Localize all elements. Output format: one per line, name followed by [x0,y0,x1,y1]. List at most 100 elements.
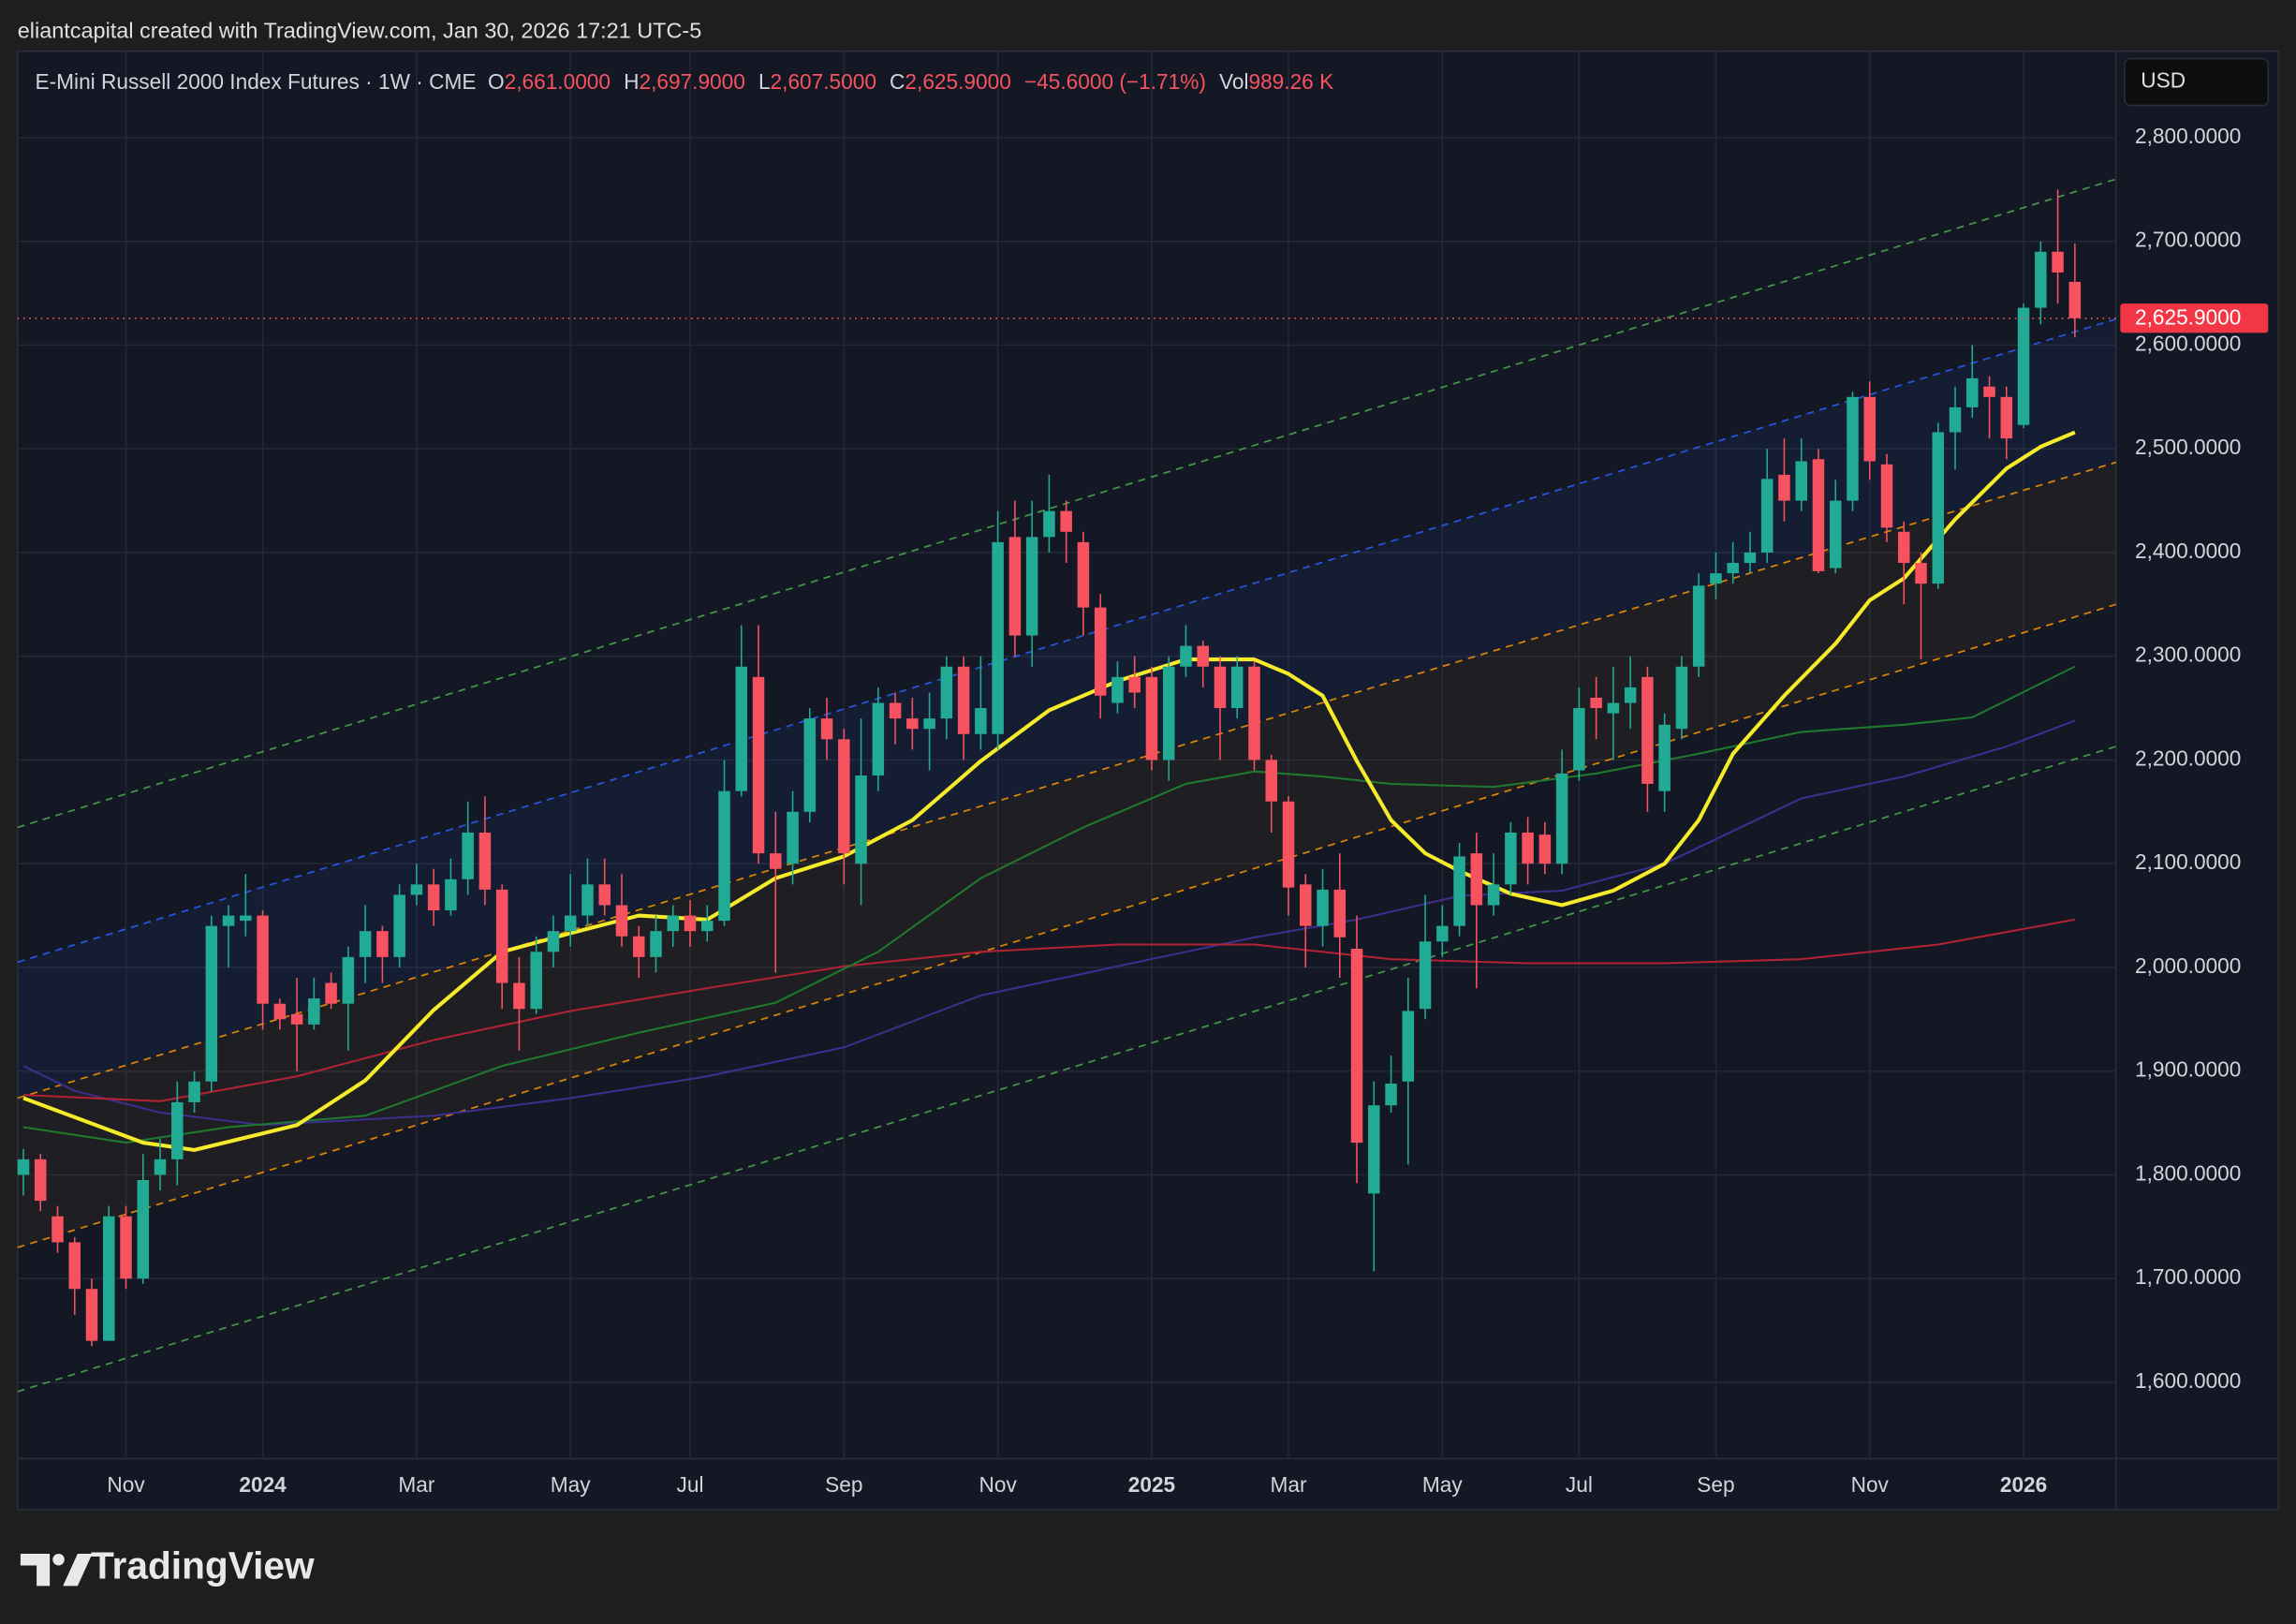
candle-body [376,931,389,957]
candle-body [1915,563,1927,584]
candle-body [1744,552,1757,564]
candle-body [615,905,628,937]
candle-body [17,1159,30,1175]
candle-body [427,884,440,911]
candle-body [1710,573,1722,584]
currency[interactable]: USD [2141,68,2186,93]
candle-body [1675,666,1688,730]
candle-body [1060,510,1072,532]
candle-body [530,952,542,1010]
candle-body [1008,537,1022,636]
last-price-label: 2,625.9000 [2135,305,2241,330]
candle-body [1590,698,1602,709]
logo-icon [20,1553,93,1587]
candle-body [752,676,765,854]
candle-body [445,878,457,911]
candle-body [906,718,919,730]
candle-body [957,666,970,734]
y-tick-label: 1,700.0000 [2135,1264,2241,1289]
x-tick-label: Sep [825,1472,862,1497]
candle-body [581,884,594,916]
candle-body [290,1013,303,1025]
candle-body [1197,645,1209,667]
candle-body [718,790,730,922]
candle-body [222,915,235,926]
x-tick-label: 2026 [2000,1472,2047,1497]
candle-body [1863,396,1877,462]
candle-body [1607,702,1620,714]
candle-body [478,832,492,890]
candle-body [188,1081,200,1102]
candle-body [1641,676,1654,784]
low: 2,607.5000 [771,69,876,94]
candle-body [1128,676,1141,693]
candle-body [1470,853,1483,906]
candle-body [462,832,474,879]
candle-body [975,708,987,734]
candle-body [650,931,662,957]
candle-body [1230,666,1244,709]
candle-body [154,1159,167,1175]
candle-body [1436,925,1449,942]
currency-button[interactable] [2124,57,2270,107]
y-tick-label: 2,200.0000 [2135,746,2241,770]
symbol: E-Mini Russell 2000 Index Futures · 1W ·… [36,69,477,94]
candle-body [85,1289,98,1341]
candle-body [1795,461,1807,501]
candle-body [1162,666,1175,760]
candle-body [1402,1011,1415,1082]
candle-body [308,998,320,1025]
candle-body [240,915,252,922]
candle-body [1368,1105,1380,1194]
candle-body [393,894,405,957]
candle-body [1094,607,1107,696]
open: 2,661.0000 [505,69,611,94]
candle-body [1385,1083,1397,1106]
candle-body [1847,396,1859,501]
candle-body [257,915,269,1004]
candle-body [1760,479,1774,553]
chart-panel [16,50,2280,1511]
volume-key: Vol [1219,69,1249,94]
candle-body [342,956,355,1004]
candle-body [1624,687,1637,703]
candle-body [1214,666,1227,709]
y-tick-label: 2,400.0000 [2135,539,2241,563]
candle-body [1522,832,1534,864]
candle-body [564,915,577,932]
candle-body [1829,500,1842,568]
candle-body [1880,464,1893,528]
channel-line [17,461,2116,1100]
candle-body [923,718,935,730]
y-tick-label: 2,800.0000 [2135,124,2241,148]
candle-body [1966,377,1979,407]
attribution: eliantcapital created with TradingView.c… [18,19,702,43]
candle-body [359,931,372,957]
candle-body [820,718,833,740]
y-tick-label: 2,600.0000 [2135,331,2241,355]
candle-body [889,702,902,719]
x-tick-label: 2024 [239,1472,287,1497]
open-key: O [488,69,505,94]
change: −45.6000 (−1.71%) [1024,69,1206,94]
x-tick-label: Jul [677,1472,704,1497]
moving-average [22,918,2076,1102]
candle-body [1145,676,1158,760]
x-tick-label: May [1422,1472,1463,1497]
y-tick-label: 2,500.0000 [2135,435,2241,459]
candle-body [1898,531,1910,564]
candle-body [34,1159,47,1202]
x-tick-label: Mar [1270,1472,1306,1497]
candle-body [68,1242,81,1290]
channel-line [17,746,2116,1393]
logo-text: TradingView [91,1543,315,1587]
candle-body [2017,307,2030,425]
candle-body [2000,396,2013,439]
candle-body [1419,941,1432,1010]
candle-body [120,1216,132,1279]
candle-body [205,925,218,1082]
candle-body [273,1003,287,1020]
y-tick-label: 2,100.0000 [2135,849,2241,874]
candle-body [2068,281,2082,318]
